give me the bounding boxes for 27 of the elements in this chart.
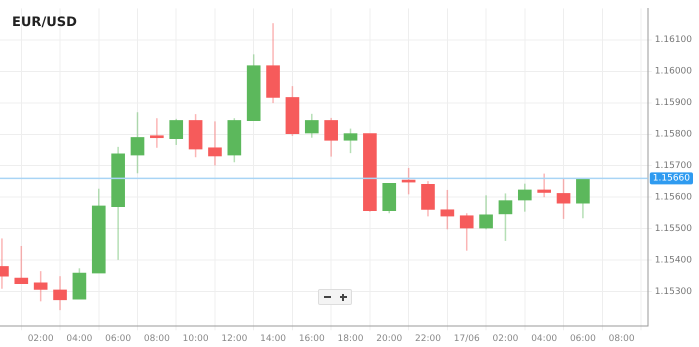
y-tick-label: 1.15300 — [654, 286, 692, 297]
x-tick-label: 16:00 — [298, 334, 326, 344]
x-tick-label: 02:00 — [28, 334, 54, 344]
x-tick-label: 04:00 — [66, 334, 93, 344]
y-tick-label: 1.15700 — [654, 161, 692, 172]
y-tick-label: 1.16000 — [654, 66, 692, 77]
x-tick-label: 10:00 — [182, 334, 209, 344]
x-tick-label: 22:00 — [415, 334, 442, 344]
x-tick-label: 02:00 — [492, 334, 519, 344]
x-tick-label: 17/06 — [454, 334, 480, 344]
x-tick-label: 04:00 — [531, 334, 558, 344]
x-tick-label: 06:00 — [570, 334, 596, 344]
y-tick-label: 1.15900 — [654, 98, 692, 108]
x-tick-label: 18:00 — [338, 334, 364, 344]
x-tick-label: 12:00 — [221, 334, 248, 344]
y-tick-label: 1.15400 — [654, 255, 692, 266]
y-tick-label: 1.16100 — [654, 35, 692, 46]
y-tick-label: 1.15600 — [654, 192, 692, 203]
ref-line-label: 1.15660 — [652, 174, 690, 184]
x-tick-label: 14:00 — [260, 334, 286, 344]
y-tick-label: 1.15500 — [654, 224, 692, 234]
x-tick-label: 06:00 — [105, 334, 132, 344]
y-tick-label: 1.15800 — [654, 130, 692, 140]
x-tick-label: 08:00 — [608, 334, 635, 344]
x-tick-label: 20:00 — [376, 334, 402, 344]
text: EUR/USD — [12, 14, 78, 30]
x-tick-label: 08:00 — [144, 334, 170, 344]
